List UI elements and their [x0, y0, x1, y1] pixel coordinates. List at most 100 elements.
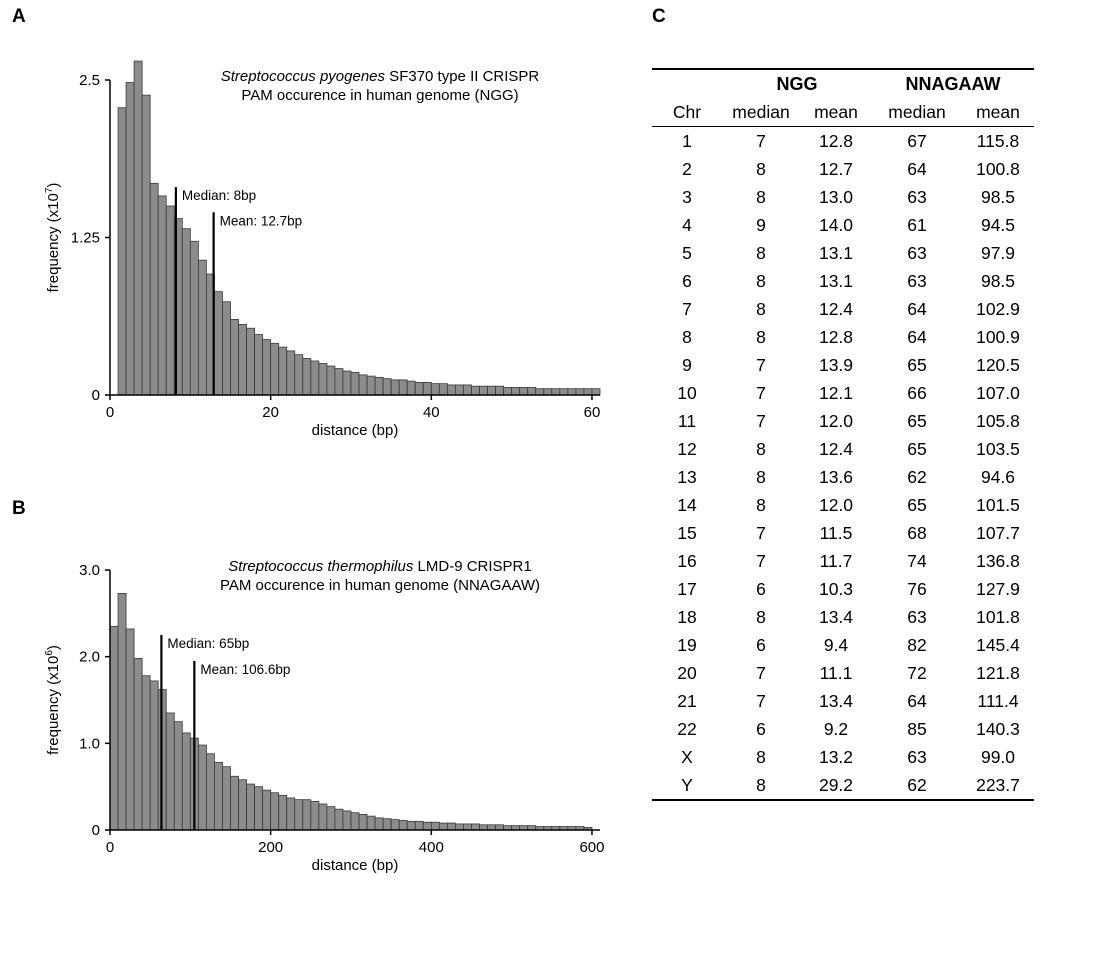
histogram-bar	[294, 354, 304, 396]
cell-nnagaaw-mean: 115.8	[976, 130, 1020, 151]
cell-chr: 8	[682, 326, 692, 347]
histogram-bar	[350, 371, 360, 396]
table-corner	[652, 69, 722, 98]
group-header-ngg: NGG	[776, 73, 818, 94]
histogram-bar	[230, 318, 239, 396]
table-row: Y 8 29.2 62 223.7	[652, 771, 1034, 800]
cell-nnagaaw-median: 61	[907, 214, 927, 235]
cell-ngg-mean: 13.1	[818, 270, 854, 291]
histogram-bar	[254, 786, 264, 831]
cell-nnagaaw-mean: 98.5	[980, 270, 1016, 291]
panel-letter-a: A	[12, 6, 26, 27]
histogram-bar	[487, 385, 496, 396]
y-axis-label: frequency (x107)	[44, 183, 62, 293]
cell-chr: 16	[677, 550, 697, 571]
cell-nnagaaw-median: 82	[907, 634, 927, 655]
x-tick-label: 60	[584, 404, 601, 421]
histogram-bar	[390, 379, 400, 396]
cell-ngg-mean: 11.7	[819, 550, 853, 571]
histogram-bar	[238, 324, 247, 396]
cell-nnagaaw-mean: 223.7	[976, 774, 1020, 795]
cell-ngg-mean: 12.8	[818, 326, 854, 347]
cell-ngg-mean: 12.4	[818, 298, 854, 319]
histogram-bar	[189, 240, 199, 396]
cell-nnagaaw-mean: 145.4	[976, 634, 1020, 655]
histogram-bar	[197, 259, 207, 396]
pam-distance-table: NGG NNAGAAW Chr median mean median mean …	[652, 68, 1112, 801]
histogram-bar	[342, 810, 352, 831]
histogram-bar	[125, 82, 135, 396]
histogram-bar	[173, 721, 183, 831]
histogram-bar	[181, 732, 191, 831]
cell-nnagaaw-mean: 97.9	[980, 242, 1016, 263]
histogram-bar	[487, 824, 496, 831]
cell-nnagaaw-median: 76	[907, 578, 927, 599]
histogram-bar	[141, 675, 151, 831]
x-tick-label: 40	[423, 404, 440, 421]
histogram-bar	[519, 387, 529, 396]
cell-chr: 10	[677, 382, 697, 403]
y-tick-label: 2.0	[79, 649, 100, 666]
histogram-bar	[503, 387, 513, 396]
cell-ngg-mean: 11.1	[819, 662, 853, 683]
cell-chr: 21	[677, 690, 697, 711]
histogram-bar	[398, 379, 408, 396]
cell-nnagaaw-median: 63	[907, 186, 927, 207]
cell-ngg-median: 6	[756, 718, 766, 739]
cell-nnagaaw-mean: 98.5	[980, 186, 1016, 207]
cell-ngg-mean: 10.3	[818, 578, 854, 599]
cell-nnagaaw-median: 65	[907, 438, 927, 459]
histogram-bar	[318, 363, 328, 396]
histogram-bar	[334, 808, 344, 831]
cell-ngg-mean: 13.4	[818, 606, 854, 627]
histogram-bar	[430, 383, 440, 396]
histogram-bar	[214, 761, 223, 831]
table-row: 20 7 11.1 72 121.8	[652, 659, 1034, 687]
cell-ngg-median: 7	[756, 382, 766, 403]
table-row: 19 6 9.4 82 145.4	[652, 631, 1034, 659]
cell-nnagaaw-median: 85	[907, 718, 927, 739]
histogram-bar	[262, 789, 272, 831]
table-row: 7 8 12.4 64 102.9	[652, 295, 1034, 323]
cell-chr: 7	[682, 298, 692, 319]
cell-chr: 11	[677, 410, 697, 431]
y-axis-label: frequency (x106)	[44, 645, 62, 755]
chart-title-rest: SF370 type II CRISPR	[385, 68, 539, 85]
cell-nnagaaw-mean: 94.6	[980, 466, 1016, 487]
histogram-bar	[382, 378, 392, 396]
x-tick-label: 400	[419, 839, 444, 856]
cell-nnagaaw-median: 65	[907, 494, 927, 515]
cell-nnagaaw-median: 64	[907, 158, 927, 179]
table-row: 22 6 9.2 85 140.3	[652, 715, 1034, 743]
group-header-nnagaaw: NNAGAAW	[905, 73, 1001, 94]
histogram-bar	[446, 384, 456, 396]
histogram-bar	[414, 820, 424, 831]
y-tick-label: 1.0	[79, 735, 100, 752]
cell-ngg-median: 7	[756, 662, 766, 683]
table-row: 16 7 11.7 74 136.8	[652, 547, 1034, 575]
histogram-bar	[446, 822, 456, 831]
histogram-bar	[479, 824, 488, 831]
cell-nnagaaw-mean: 99.0	[980, 746, 1016, 767]
histogram-bar	[294, 799, 304, 831]
histogram-bar	[455, 384, 464, 396]
column-header-nnagaaw-mean: mean	[976, 101, 1020, 122]
chart-title: Streptococcus thermophilus LMD-9 CRISPR1	[228, 558, 531, 575]
cell-ngg-median: 8	[756, 494, 766, 515]
cell-nnagaaw-mean: 120.5	[976, 354, 1020, 375]
annotation-label-median: Median: 8bp	[182, 188, 256, 203]
histogram-bar	[133, 60, 143, 396]
cell-ngg-mean: 13.6	[818, 466, 854, 487]
cell-nnagaaw-mean: 101.8	[976, 606, 1020, 627]
cell-ngg-median: 6	[756, 634, 766, 655]
histogram-bar	[334, 368, 344, 396]
histogram-bar	[230, 775, 239, 831]
cell-chr: 20	[677, 662, 697, 683]
cell-nnagaaw-mean: 127.9	[976, 578, 1020, 599]
cell-ngg-median: 8	[756, 270, 766, 291]
cell-chr: 1	[682, 130, 692, 151]
histogram-bar	[551, 388, 561, 396]
cell-ngg-mean: 11.5	[819, 522, 853, 543]
cell-ngg-median: 7	[756, 410, 766, 431]
cell-ngg-mean: 13.4	[818, 690, 854, 711]
